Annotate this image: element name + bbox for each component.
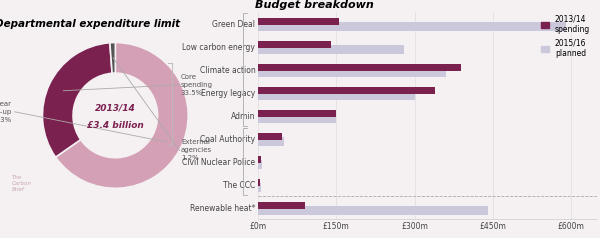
Bar <box>258 133 281 140</box>
Bar <box>258 114 337 123</box>
Bar <box>258 206 488 215</box>
Bar <box>258 91 415 99</box>
Bar <box>258 64 461 71</box>
Text: £3.4 billion: £3.4 billion <box>87 121 143 130</box>
Text: The
Carbon
Brief: The Carbon Brief <box>12 174 32 192</box>
Wedge shape <box>43 43 112 157</box>
Bar <box>258 160 262 169</box>
Bar <box>258 110 337 117</box>
Bar <box>258 45 404 54</box>
Text: 2013/14: 2013/14 <box>95 104 136 113</box>
Bar <box>258 137 284 146</box>
Text: Core
spending
33.5%: Core spending 33.5% <box>181 74 213 96</box>
Bar <box>258 156 261 163</box>
Legend: 2013/14
spending, 2015/16
planned: 2013/14 spending, 2015/16 planned <box>538 12 593 61</box>
Text: Nuclear
clean-up
65.3%: Nuclear clean-up 65.3% <box>0 101 12 123</box>
Text: Budget breakdown: Budget breakdown <box>255 0 373 10</box>
Bar <box>258 183 261 192</box>
Bar <box>258 41 331 48</box>
Wedge shape <box>56 43 188 188</box>
Bar <box>258 202 305 209</box>
Text: Departmental expenditure limit: Departmental expenditure limit <box>0 20 180 30</box>
Bar <box>258 18 339 25</box>
Bar <box>258 87 436 94</box>
Text: External
agencies
1.2%: External agencies 1.2% <box>181 139 212 161</box>
Bar <box>258 22 566 30</box>
Bar <box>258 68 446 77</box>
Wedge shape <box>110 43 115 73</box>
Bar <box>258 179 260 186</box>
